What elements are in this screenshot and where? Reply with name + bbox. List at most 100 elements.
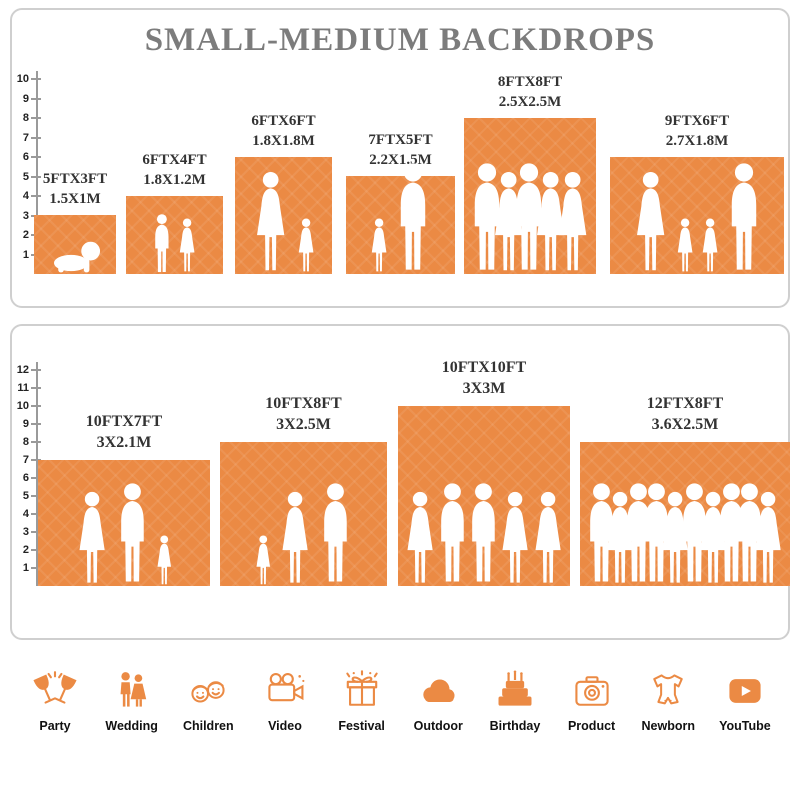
ruler-tick (31, 156, 41, 158)
backdrop-bar-group: 7FTX5FT 2.2X1.5M (346, 131, 455, 274)
bar-size-ft: 8FTX8FT (497, 74, 563, 90)
ruler-number: 3 (22, 209, 29, 222)
ruler-number: 5 (22, 490, 29, 502)
bar-label: 10FTX10FT 3X3M (442, 358, 526, 400)
ruler-tick (31, 513, 41, 515)
category-row: Party Wedding Children Video Festival Outdoor… (0, 668, 800, 733)
ruler-tick (31, 477, 41, 479)
ruler-number: 8 (22, 436, 29, 448)
large-backdrops-panel: 12 11 10 9 8 7 6 5 4 3 2 1 10FTX7FT 3X2.1M 10FTX8FT… (10, 324, 790, 640)
category-item: Birthday (482, 668, 548, 733)
bar-size-m: 3X3M (462, 380, 506, 398)
outdoor-icon (416, 668, 460, 714)
category-item: YouTube (712, 668, 778, 733)
woman-silhouette-icon (552, 171, 593, 274)
backdrop-bar (610, 157, 784, 274)
girl-silhouette-icon (368, 218, 390, 274)
bar-label: 5FTX3FT 1.5X1M (43, 170, 107, 209)
backdrop-bar-group: 6FTX4FT 1.8X1.2M (126, 151, 223, 274)
bar-label: 8FTX8FT 2.5X2.5M (498, 73, 562, 112)
man-silhouette-icon (583, 483, 620, 586)
backdrop-bar-group: 10FTX10FT 3X3M (398, 358, 570, 586)
backdrop-bar-group: 10FTX8FT 3X2.5M (220, 394, 387, 586)
category-label: Outdoor (413, 719, 463, 733)
backdrop-bar (126, 196, 223, 274)
backdrop-bar-group: 6FTX6FT 1.8X1.8M (235, 112, 332, 274)
ruler-number: 12 (16, 364, 29, 376)
bar-label: 9FTX6FT 2.7X1.8M (665, 112, 729, 151)
girl-silhouette-icon (699, 218, 721, 274)
video-icon (263, 668, 307, 714)
backdrop-bar (235, 157, 332, 274)
woman-silhouette-icon (496, 491, 534, 586)
bar-size-m: 3.6X2.5M (651, 416, 719, 434)
bar-size-ft: 6FTX6FT (251, 113, 316, 129)
backdrop-bar-group: 9FTX6FT 2.7X1.8M (610, 112, 784, 274)
category-label: Festival (338, 719, 385, 733)
category-item: Product (559, 668, 625, 733)
woman-silhouette-icon (694, 491, 732, 586)
ruler-bottom: 12 11 10 9 8 7 6 5 4 3 2 1 (16, 356, 46, 586)
ruler-top: 10 9 8 7 6 5 4 3 2 1 (16, 65, 46, 274)
backdrop-bar (398, 406, 570, 586)
bar-size-m: 1.5X1M (49, 190, 101, 207)
man-silhouette-icon (620, 483, 657, 586)
woman-silhouette-icon (488, 171, 529, 274)
ruler-number: 10 (16, 400, 29, 412)
girl-silhouette-icon (154, 535, 175, 586)
bar-size-m: 1.8X1.2M (143, 171, 206, 188)
ruler-number: 1 (22, 562, 29, 574)
ruler-tick (31, 423, 41, 425)
category-item: Newborn (635, 668, 701, 733)
bar-size-m: 1.8X1.8M (252, 132, 315, 149)
ruler-tick (31, 78, 41, 80)
ruler-number: 5 (22, 170, 29, 183)
wedding-icon (110, 668, 154, 714)
backdrop-bar (580, 442, 790, 586)
bar-label: 7FTX5FT 2.2X1.5M (368, 131, 432, 170)
ruler-tick (31, 387, 41, 389)
man-silhouette-icon (713, 483, 750, 586)
category-item: Video (252, 668, 318, 733)
woman-silhouette-icon (73, 491, 111, 586)
ruler-axis (36, 362, 38, 586)
bar-size-ft: 7FTX5FT (368, 132, 433, 148)
ruler-number: 2 (22, 544, 29, 556)
girl-silhouette-icon (253, 535, 274, 586)
bar-label: 10FTX8FT 3X2.5M (265, 394, 341, 436)
backdrop-bar-group: 10FTX7FT 3X2.1M (38, 412, 210, 586)
ruler-tick (31, 549, 41, 551)
ruler-tick (31, 97, 41, 100)
category-label: Newborn (641, 719, 695, 733)
bar-size-ft: 10FTX7FT (85, 413, 163, 431)
boy-silhouette-icon (151, 213, 173, 274)
ruler-number: 6 (22, 151, 29, 163)
ruler-tick (31, 136, 41, 139)
man-silhouette-icon (434, 483, 471, 586)
backdrop-bar (34, 215, 116, 274)
ruler-number: 2 (22, 229, 29, 241)
category-label: YouTube (719, 719, 771, 733)
birthday-icon (493, 668, 537, 714)
ruler-tick (31, 405, 41, 407)
backdrop-bar-group: 8FTX8FT 2.5X2.5M (464, 73, 596, 274)
ruler-number: 4 (22, 190, 29, 202)
backdrop-bar-group: 5FTX3FT 1.5X1M (34, 170, 116, 274)
bar-size-m: 2.2X1.5M (369, 151, 432, 168)
man-silhouette-icon (317, 483, 354, 586)
party-icon (33, 668, 77, 714)
bar-size-ft: 12FTX8FT (646, 395, 724, 413)
festival-icon (340, 668, 384, 714)
bar-size-m: 3X2.5M (276, 416, 331, 434)
man-silhouette-icon (509, 163, 549, 274)
category-label: Product (567, 719, 616, 733)
bar-size-ft: 10FTX10FT (441, 359, 527, 377)
ruler-number: 9 (22, 92, 29, 105)
small-medium-backdrops-panel: SMALL-MEDIUM BACKDROPS 10 9 8 7 6 5 4 3 2 1 5FTX3… (10, 8, 790, 308)
woman-silhouette-icon (276, 491, 314, 586)
woman-silhouette-icon (250, 171, 291, 274)
newborn-icon (646, 668, 690, 714)
ruler-number: 11 (17, 382, 29, 394)
ruler-tick (31, 175, 41, 178)
category-item: Wedding (99, 668, 165, 733)
